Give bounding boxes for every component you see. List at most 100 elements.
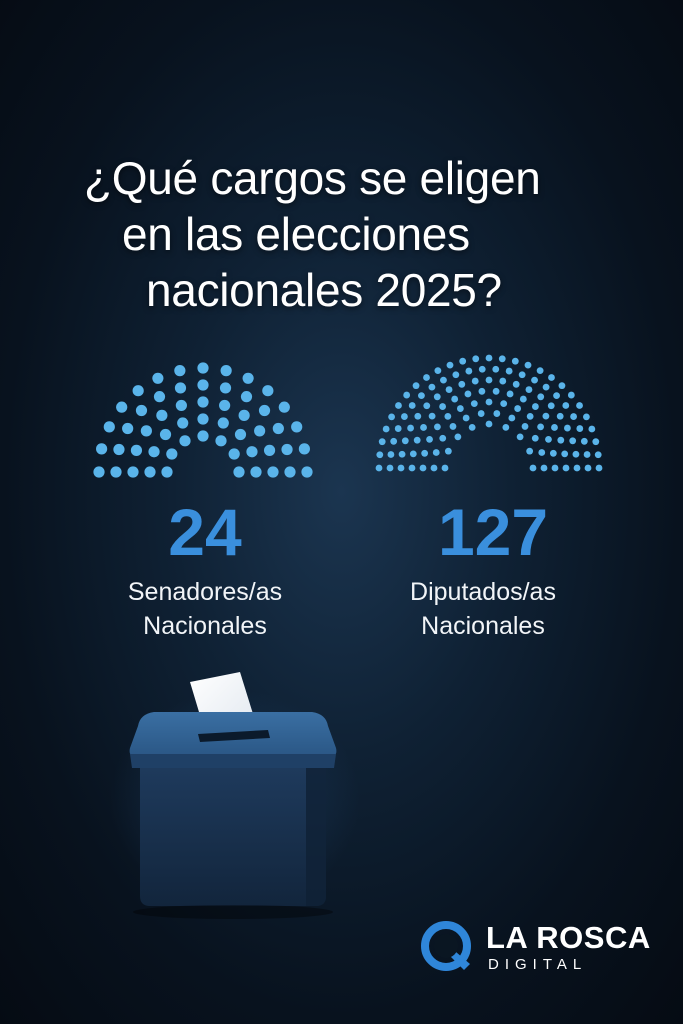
seat-dot — [465, 367, 473, 375]
seat-dot — [449, 423, 457, 430]
seat-dot — [390, 437, 398, 445]
deputies-label-line-2: Nacionales — [421, 612, 545, 640]
seat-dot — [197, 430, 209, 442]
seat-dot — [387, 451, 395, 458]
seat-dot — [562, 402, 570, 409]
seat-dot — [233, 466, 245, 478]
senate-label-line-2: Nacionales — [143, 612, 267, 640]
seat-dot — [122, 422, 134, 435]
seat-dot — [412, 382, 420, 390]
seat-dot — [583, 413, 590, 421]
seat-dot — [595, 464, 603, 472]
seat-dot — [514, 405, 522, 412]
seat-dot — [454, 433, 462, 441]
seat-dot — [492, 387, 500, 395]
seat-dot — [301, 466, 313, 478]
seat-dot — [500, 400, 508, 408]
seat-dot — [439, 403, 446, 410]
seat-dot — [569, 437, 577, 445]
seat-dot — [547, 402, 555, 410]
seat-dot — [572, 450, 580, 458]
senate-label-line-1: Senadores/as — [127, 578, 283, 606]
seat-dot — [540, 464, 548, 472]
seat-dot — [152, 372, 164, 384]
seat-dot — [432, 449, 440, 456]
title-line-3: nacionales 2025? — [146, 264, 502, 316]
seat-dot — [472, 355, 480, 363]
seat-dot — [430, 464, 438, 472]
seat-dot — [409, 450, 417, 458]
seat-dot — [159, 428, 172, 441]
seat-dot — [423, 402, 431, 410]
seat-dot — [130, 444, 143, 456]
seat-dot — [573, 464, 581, 472]
seat-dot — [470, 400, 478, 408]
seat-dot — [376, 451, 384, 459]
seat-dot — [468, 423, 476, 431]
seat-dot — [281, 443, 293, 456]
seat-dot — [502, 423, 510, 431]
seat-dot — [498, 355, 506, 363]
seat-dot — [499, 377, 507, 385]
seat-dot — [446, 361, 454, 369]
seat-dot — [110, 466, 122, 478]
deputies-count: 127 — [437, 495, 549, 569]
seat-dot — [434, 367, 442, 374]
seat-dot — [414, 412, 422, 420]
seat-dot — [272, 422, 284, 435]
seat-dot — [220, 365, 232, 377]
seat-dot — [197, 362, 209, 374]
brand-logo-icon — [421, 921, 471, 971]
seat-dot — [592, 438, 600, 446]
seat-dot — [174, 382, 187, 394]
seat-dot — [135, 404, 148, 417]
seat-dot — [426, 435, 433, 443]
seat-dot — [558, 382, 566, 390]
deputies-hemicycle-icon — [375, 354, 603, 472]
seat-dot — [505, 367, 513, 375]
seat-dot — [219, 399, 231, 412]
seat-dot — [512, 380, 520, 388]
seat-dot — [401, 437, 409, 445]
seat-dot — [478, 365, 486, 373]
seat-dot — [408, 402, 416, 409]
seat-dot — [258, 404, 271, 417]
seat-dot — [217, 417, 229, 429]
seat-dot — [557, 436, 565, 444]
seat-dot — [197, 413, 209, 425]
seat-dot — [403, 391, 411, 399]
seat-dot — [451, 395, 459, 403]
seat-dot — [518, 371, 526, 379]
seat-dot — [458, 380, 466, 388]
seat-dot — [485, 376, 493, 384]
seat-dot — [548, 374, 555, 381]
seat-dot — [561, 450, 569, 458]
seat-dot — [519, 395, 527, 403]
seat-dot — [537, 423, 544, 431]
seat-dot — [538, 449, 546, 456]
seat-dot — [526, 447, 534, 455]
seat-dot — [526, 413, 534, 420]
deputies-label: Diputados/as Nacionales — [348, 575, 618, 643]
seat-dot — [242, 372, 254, 384]
seat-dot — [401, 413, 408, 420]
brand-logo: LA ROSCA DIGITAL — [418, 918, 658, 978]
seat-dot — [113, 443, 125, 456]
seat-dot — [531, 434, 539, 442]
seat-dot — [444, 447, 452, 455]
seat-dot — [219, 382, 232, 394]
seat-dot — [493, 410, 501, 417]
seat-dot — [254, 425, 266, 437]
seat-dot — [179, 435, 191, 447]
seat-dot — [421, 449, 429, 457]
seat-dot — [250, 466, 262, 478]
ballot-box-front — [140, 768, 326, 906]
seat-dot — [240, 391, 253, 403]
seat-dot — [506, 390, 514, 398]
seat-dot — [459, 357, 467, 365]
seat-dot — [556, 412, 564, 420]
seat-dot — [542, 412, 550, 420]
senate-label: Senadores/as Nacionales — [70, 575, 340, 643]
seat-dot — [407, 424, 414, 432]
seat-dot — [408, 464, 416, 472]
